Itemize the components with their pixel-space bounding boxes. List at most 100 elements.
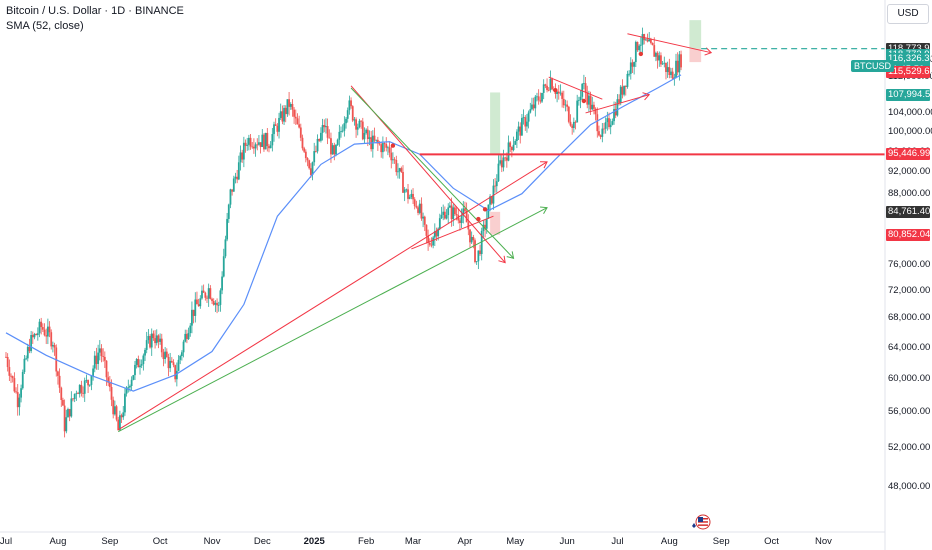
candle-body [671, 71, 674, 79]
candle-body [308, 160, 311, 169]
candle-body [330, 138, 332, 155]
time-tick-label: Dec [253, 536, 271, 547]
time-tick-label: Oct [152, 536, 168, 547]
candle-body [639, 44, 642, 46]
candle-body [447, 207, 450, 216]
candle-body [517, 126, 520, 132]
signal-marker [390, 143, 396, 148]
candle-body [644, 39, 647, 41]
candle-body [299, 127, 302, 138]
candle-body [117, 419, 120, 431]
candle-body [397, 171, 399, 173]
candle-body [487, 204, 490, 219]
candle-body [507, 142, 510, 161]
candle-body [480, 230, 483, 255]
candle-body [470, 236, 473, 243]
candle-body [537, 96, 540, 101]
candle-body [574, 121, 577, 123]
candle-body [395, 160, 398, 173]
candle-body [52, 345, 54, 347]
candle-body [174, 365, 177, 380]
candle-body [514, 140, 517, 145]
time-tick-label: Jul [0, 536, 13, 547]
candle-body [244, 142, 247, 146]
price-tick-label: 72,000.00 [888, 284, 931, 296]
candle-body [412, 193, 414, 200]
candle-body [405, 189, 408, 191]
candle-body [454, 207, 456, 215]
candle-body [46, 326, 49, 337]
candle-body [217, 304, 220, 306]
candle-body [140, 364, 143, 366]
trendline [117, 207, 548, 433]
us-flag-icon[interactable] [690, 514, 712, 530]
candle-body [149, 336, 151, 348]
trendline-arrow [642, 92, 651, 101]
candle-body [499, 160, 502, 164]
candle-body [346, 110, 349, 119]
candle-body [668, 67, 671, 75]
candle-body [420, 203, 423, 219]
candle-body [231, 189, 234, 192]
candle-body [452, 207, 455, 220]
candle-body [67, 409, 69, 418]
candle-body [227, 204, 230, 219]
candle-body [482, 224, 485, 231]
candle-body [236, 176, 239, 180]
candle-body [651, 42, 654, 46]
candle-body [338, 131, 341, 140]
candle-body [390, 152, 393, 161]
candle-body [206, 297, 208, 299]
candle-body [596, 114, 599, 132]
candle-body [95, 355, 98, 364]
time-tick-label: Feb [357, 536, 375, 547]
candle-body [539, 100, 542, 102]
candle-body [177, 359, 180, 371]
candle-body [566, 104, 569, 107]
currency-button[interactable]: USD [887, 4, 929, 24]
candle-body [459, 220, 461, 223]
candle-body [150, 333, 153, 348]
candle-body [92, 368, 95, 376]
candle-body [239, 152, 242, 163]
candle-body [159, 338, 162, 342]
candle-body [328, 137, 331, 139]
candle-body [604, 122, 607, 129]
candle-body [278, 117, 280, 132]
candle-body [345, 118, 347, 124]
candle-body [388, 147, 391, 153]
candle-body [428, 242, 431, 245]
trendline [627, 33, 712, 54]
candle-body [258, 142, 260, 145]
candle-body [598, 131, 600, 136]
candle-body [130, 379, 133, 386]
candle-body [599, 135, 602, 137]
candle-body [584, 83, 587, 93]
candle-body [234, 176, 237, 179]
trendline-arrow [540, 161, 548, 169]
candle-body [656, 52, 659, 61]
candle-body [115, 406, 118, 420]
candle-body [351, 106, 354, 121]
candle-body [410, 193, 413, 198]
candle-body [500, 160, 503, 168]
candle-body [246, 144, 249, 146]
candle-body [28, 346, 31, 352]
candle-body [591, 104, 594, 110]
time-tick-label: 2025 [303, 536, 325, 547]
candle-body [90, 375, 93, 385]
candle-body [8, 367, 11, 376]
candle-body [427, 235, 430, 243]
candle-body [678, 54, 681, 73]
candle-body [247, 137, 250, 145]
candle-body [221, 276, 223, 291]
candle-body [680, 54, 682, 68]
candle-body [309, 168, 312, 175]
candle-body [559, 92, 562, 94]
candle-body [465, 211, 468, 223]
candle-body [135, 358, 138, 365]
candle-body [403, 189, 406, 193]
candle-body [368, 137, 371, 140]
